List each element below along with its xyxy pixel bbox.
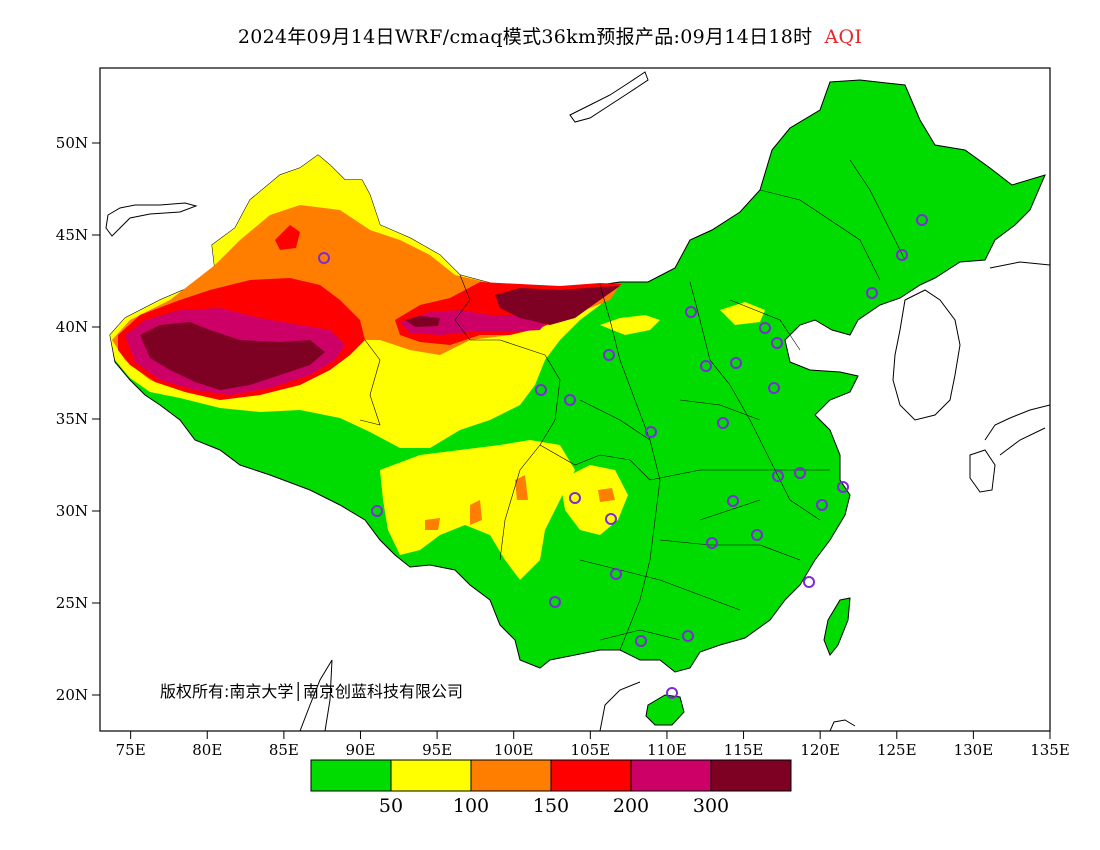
station-marker[interactable] bbox=[564, 394, 576, 406]
station-marker[interactable] bbox=[700, 360, 712, 372]
station-marker[interactable] bbox=[837, 481, 849, 493]
aqi-zone-hazardous-tarim bbox=[140, 322, 325, 390]
aqi-zone-moderate-north bbox=[720, 302, 765, 325]
lat-tick-label: 50N bbox=[56, 134, 88, 152]
map-title: 2024年09月14日WRF/cmaq模式36km预报产品:09月14日18时 A… bbox=[0, 22, 1100, 49]
legend-label: 300 bbox=[693, 795, 729, 817]
lon-tick-label: 100E bbox=[494, 741, 534, 759]
aqi-zone-very-unhealthy-gansu bbox=[400, 310, 548, 335]
map-area: 版权所有:南京大学│南京创蓝科技有限公司 bbox=[105, 71, 1050, 731]
aqi-zone-hazardous-gansu bbox=[495, 286, 620, 325]
aqi-zone-usg-tibet-3 bbox=[515, 475, 528, 500]
station-marker[interactable] bbox=[569, 492, 581, 504]
lat-tick-label: 45N bbox=[56, 226, 88, 244]
lon-tick-label: 110E bbox=[647, 741, 687, 759]
station-marker[interactable] bbox=[706, 537, 718, 549]
station-marker[interactable] bbox=[866, 287, 878, 299]
legend-label: 50 bbox=[379, 795, 403, 817]
russia-coast-outline bbox=[989, 261, 1050, 269]
lat-tick-label: 35N bbox=[56, 410, 88, 428]
province-borders bbox=[359, 159, 906, 651]
latitude-axis: 50N 45N 40N 35N 30N 25N 20N bbox=[56, 134, 100, 704]
station-marker[interactable] bbox=[816, 499, 828, 511]
station-marker[interactable] bbox=[794, 467, 806, 479]
hainan-island bbox=[645, 694, 685, 726]
legend-swatch bbox=[310, 759, 392, 792]
caspian-outline bbox=[105, 202, 198, 237]
aqi-zone-usg-tibet-2 bbox=[470, 500, 482, 525]
station-marker[interactable] bbox=[803, 576, 815, 588]
lon-tick-label: 130E bbox=[954, 741, 994, 759]
station-marker[interactable] bbox=[682, 630, 694, 642]
station-marker[interactable] bbox=[717, 417, 729, 429]
map-frame bbox=[99, 67, 1051, 732]
station-marker[interactable] bbox=[371, 505, 383, 517]
lon-tick-label: 105E bbox=[571, 741, 611, 759]
lon-tick-label: 95E bbox=[422, 741, 452, 759]
lat-tick-label: 25N bbox=[56, 594, 88, 612]
lat-tick-label: 30N bbox=[56, 502, 88, 520]
lon-tick-label: 120E bbox=[800, 741, 840, 759]
aqi-zone-moderate-inner-mongolia bbox=[600, 315, 660, 335]
legend-swatch bbox=[470, 759, 552, 792]
station-marker[interactable] bbox=[896, 249, 908, 261]
taiwan-island bbox=[823, 597, 851, 656]
japan-south-outline bbox=[829, 719, 856, 731]
lat-tick-label: 20N bbox=[56, 686, 88, 704]
baikal-outline bbox=[569, 71, 649, 123]
aqi-zone-usg-sichuan bbox=[598, 488, 615, 502]
station-marker[interactable] bbox=[772, 470, 784, 482]
station-marker[interactable] bbox=[727, 495, 739, 507]
aqi-zone-usg-tibet-1 bbox=[425, 518, 440, 530]
station-marker[interactable] bbox=[535, 384, 547, 396]
indochina-outline bbox=[299, 659, 641, 731]
legend-label: 200 bbox=[613, 795, 649, 817]
legend-label: 150 bbox=[533, 795, 569, 817]
station-marker[interactable] bbox=[771, 337, 783, 349]
station-marker[interactable] bbox=[635, 635, 647, 647]
station-marker[interactable] bbox=[730, 357, 742, 369]
aqi-zone-unhealthy-dzungaria bbox=[275, 225, 300, 250]
station-marker[interactable] bbox=[318, 252, 330, 264]
station-marker[interactable] bbox=[610, 568, 622, 580]
aqi-zone-moderate-sichuan bbox=[560, 465, 628, 535]
station-marker[interactable] bbox=[916, 214, 928, 226]
legend-label: 100 bbox=[453, 795, 489, 817]
aqi-zone-hazardous-qinghai bbox=[405, 316, 440, 327]
lon-tick-label: 90E bbox=[345, 741, 375, 759]
legend-swatch bbox=[550, 759, 632, 792]
station-marker[interactable] bbox=[549, 596, 561, 608]
station-marker[interactable] bbox=[768, 382, 780, 394]
lon-tick-label: 125E bbox=[877, 741, 917, 759]
station-marker[interactable] bbox=[685, 306, 697, 318]
longitude-axis: 75E 80E 85E 90E 95E 100E 105E 110E 115E 120E 125E 1… bbox=[116, 731, 1070, 759]
title-aqi: AQI bbox=[824, 26, 863, 48]
monitoring-stations bbox=[318, 214, 928, 699]
legend-swatch bbox=[390, 759, 472, 792]
lon-tick-label: 115E bbox=[724, 741, 764, 759]
station-marker[interactable] bbox=[751, 529, 763, 541]
lon-tick-label: 135E bbox=[1030, 741, 1070, 759]
station-marker[interactable] bbox=[645, 426, 657, 438]
lon-tick-label: 85E bbox=[269, 741, 299, 759]
aqi-legend: 50 100 150 200 300 bbox=[310, 759, 792, 817]
title-main: 2024年09月14日WRF/cmaq模式36km预报产品:09月14日18时 bbox=[237, 26, 813, 48]
japan-outline bbox=[969, 404, 1050, 493]
korea-outline bbox=[892, 289, 961, 421]
station-marker[interactable] bbox=[603, 349, 615, 361]
copyright-text: 版权所有:南京大学│南京创蓝科技有限公司 bbox=[160, 681, 463, 701]
lat-tick-label: 40N bbox=[56, 318, 88, 336]
station-marker[interactable] bbox=[759, 322, 771, 334]
station-marker[interactable] bbox=[666, 687, 678, 699]
lon-tick-label: 75E bbox=[116, 741, 146, 759]
legend-swatch bbox=[630, 759, 712, 792]
station-marker[interactable] bbox=[605, 513, 617, 525]
legend-swatch bbox=[710, 759, 792, 792]
lon-tick-label: 80E bbox=[192, 741, 222, 759]
